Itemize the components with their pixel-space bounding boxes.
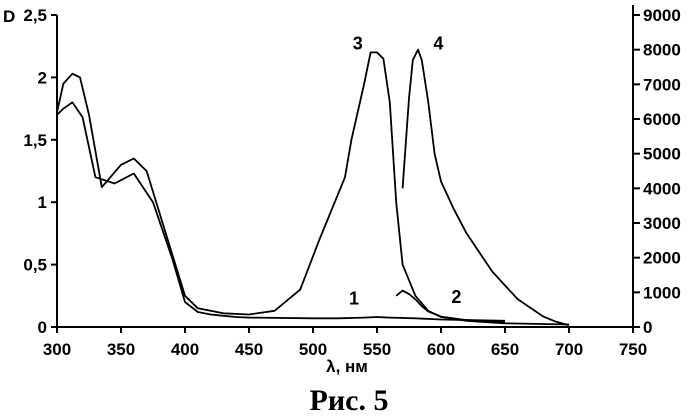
y-tick-label: 2 <box>38 68 47 87</box>
y-tick-label: 0,5 <box>23 256 47 275</box>
y-tick-label: 0 <box>38 318 47 337</box>
x-axis-label: λ, нм <box>326 357 368 376</box>
chart-series <box>57 50 569 326</box>
x-tick-label: 300 <box>43 340 71 359</box>
curve-label-3: 3 <box>353 34 363 54</box>
y2-tick-label: 2000 <box>643 249 681 268</box>
y2-tick-label: 6000 <box>643 110 681 129</box>
chart-labels: D λ, нм Рис. 5 1 2 3 4 <box>3 7 461 417</box>
x-tick-label: 400 <box>171 340 199 359</box>
y2-tick-label: 8000 <box>643 41 681 60</box>
y-tick-label: 1,5 <box>23 131 47 150</box>
series-line-3 <box>57 52 569 324</box>
x-tick-label: 600 <box>427 340 455 359</box>
series-line-1 <box>57 102 505 320</box>
y2-tick-label: 9000 <box>643 6 681 25</box>
x-tick-label: 750 <box>619 340 647 359</box>
y2-tick-label: 0 <box>643 318 652 337</box>
y2-tick-label: 3000 <box>643 214 681 233</box>
curve-label-4: 4 <box>433 34 443 54</box>
x-tick-label: 650 <box>491 340 519 359</box>
y-tick-label: 2,5 <box>23 6 47 25</box>
curve-label-2: 2 <box>451 287 461 307</box>
x-tick-label: 700 <box>555 340 583 359</box>
y-axis-label: D <box>3 7 15 26</box>
series-line-4 <box>403 50 569 326</box>
y-tick-label: 1 <box>38 193 47 212</box>
y2-tick-label: 5000 <box>643 145 681 164</box>
curve-label-1: 1 <box>349 288 359 308</box>
y2-tick-label: 1000 <box>643 283 681 302</box>
x-tick-label: 450 <box>235 340 263 359</box>
y2-tick-label: 7000 <box>643 75 681 94</box>
x-tick-label: 500 <box>299 340 327 359</box>
x-tick-label: 350 <box>107 340 135 359</box>
figure-caption: Рис. 5 <box>310 384 389 417</box>
y2-tick-label: 4000 <box>643 179 681 198</box>
